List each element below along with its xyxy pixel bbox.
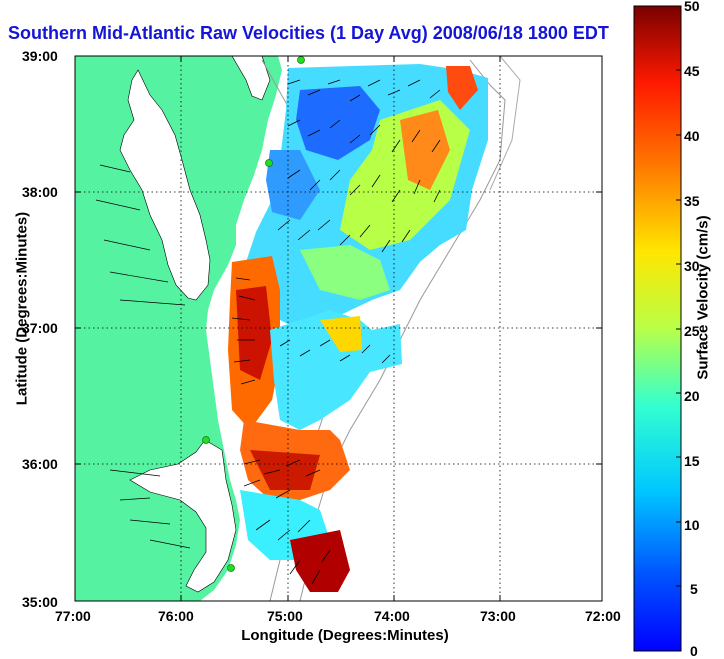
colorbar-tick-label: 30 bbox=[684, 258, 700, 274]
bathymetry-contour bbox=[299, 59, 506, 601]
x-tick-label: 77:00 bbox=[55, 608, 91, 624]
delaware-bay bbox=[231, 56, 271, 101]
y-tick-label: 36:00 bbox=[22, 456, 58, 472]
colorbar-tick-label: 50 bbox=[684, 0, 700, 14]
colorbar-tick-label: 45 bbox=[684, 63, 700, 79]
x-axis-label: Longitude (Degrees:Minutes) bbox=[241, 627, 449, 644]
x-tick-label: 73:00 bbox=[480, 608, 516, 624]
x-tick-label: 76:00 bbox=[158, 608, 194, 624]
colorbar-tick-label: 35 bbox=[684, 193, 700, 209]
river-lines bbox=[95, 164, 186, 306]
colorbar-tick-label: 20 bbox=[684, 388, 700, 404]
pamlico-sound bbox=[129, 439, 237, 593]
colorbar-tick-label: 40 bbox=[684, 128, 700, 144]
station-markers bbox=[202, 56, 305, 572]
y-tick-label: 38:00 bbox=[22, 184, 58, 200]
x-tick-label: 75:00 bbox=[267, 608, 303, 624]
colorbar-tick-label: 0 bbox=[690, 643, 698, 659]
map-title: Southern Mid-Atlantic Raw Velocities (1 … bbox=[8, 23, 609, 43]
velocity-field bbox=[228, 64, 488, 592]
bathymetry-contour bbox=[489, 56, 521, 191]
station-marker bbox=[227, 564, 235, 572]
station-marker bbox=[297, 56, 305, 64]
y-tick-label: 37:00 bbox=[22, 320, 58, 336]
colorbar-tick-label: 25 bbox=[684, 323, 700, 339]
colorbar-tick-label: 15 bbox=[684, 453, 700, 469]
river-lines bbox=[109, 469, 191, 549]
velocity-vectors bbox=[231, 79, 441, 585]
station-marker bbox=[265, 159, 273, 167]
y-tick-label: 35:00 bbox=[22, 594, 58, 610]
colorbar bbox=[633, 5, 682, 652]
grid-lines bbox=[75, 56, 602, 601]
x-tick-label: 72:00 bbox=[585, 608, 621, 624]
colorbar-tick-label: 5 bbox=[690, 581, 698, 597]
x-tick-label: 74:00 bbox=[374, 608, 410, 624]
colorbar-ticks bbox=[676, 69, 681, 587]
station-marker bbox=[202, 436, 210, 444]
axis-ticks bbox=[75, 56, 602, 601]
y-tick-label: 39:00 bbox=[22, 48, 58, 64]
land-mass bbox=[75, 56, 282, 601]
colorbar-tick-label: 10 bbox=[684, 517, 700, 533]
